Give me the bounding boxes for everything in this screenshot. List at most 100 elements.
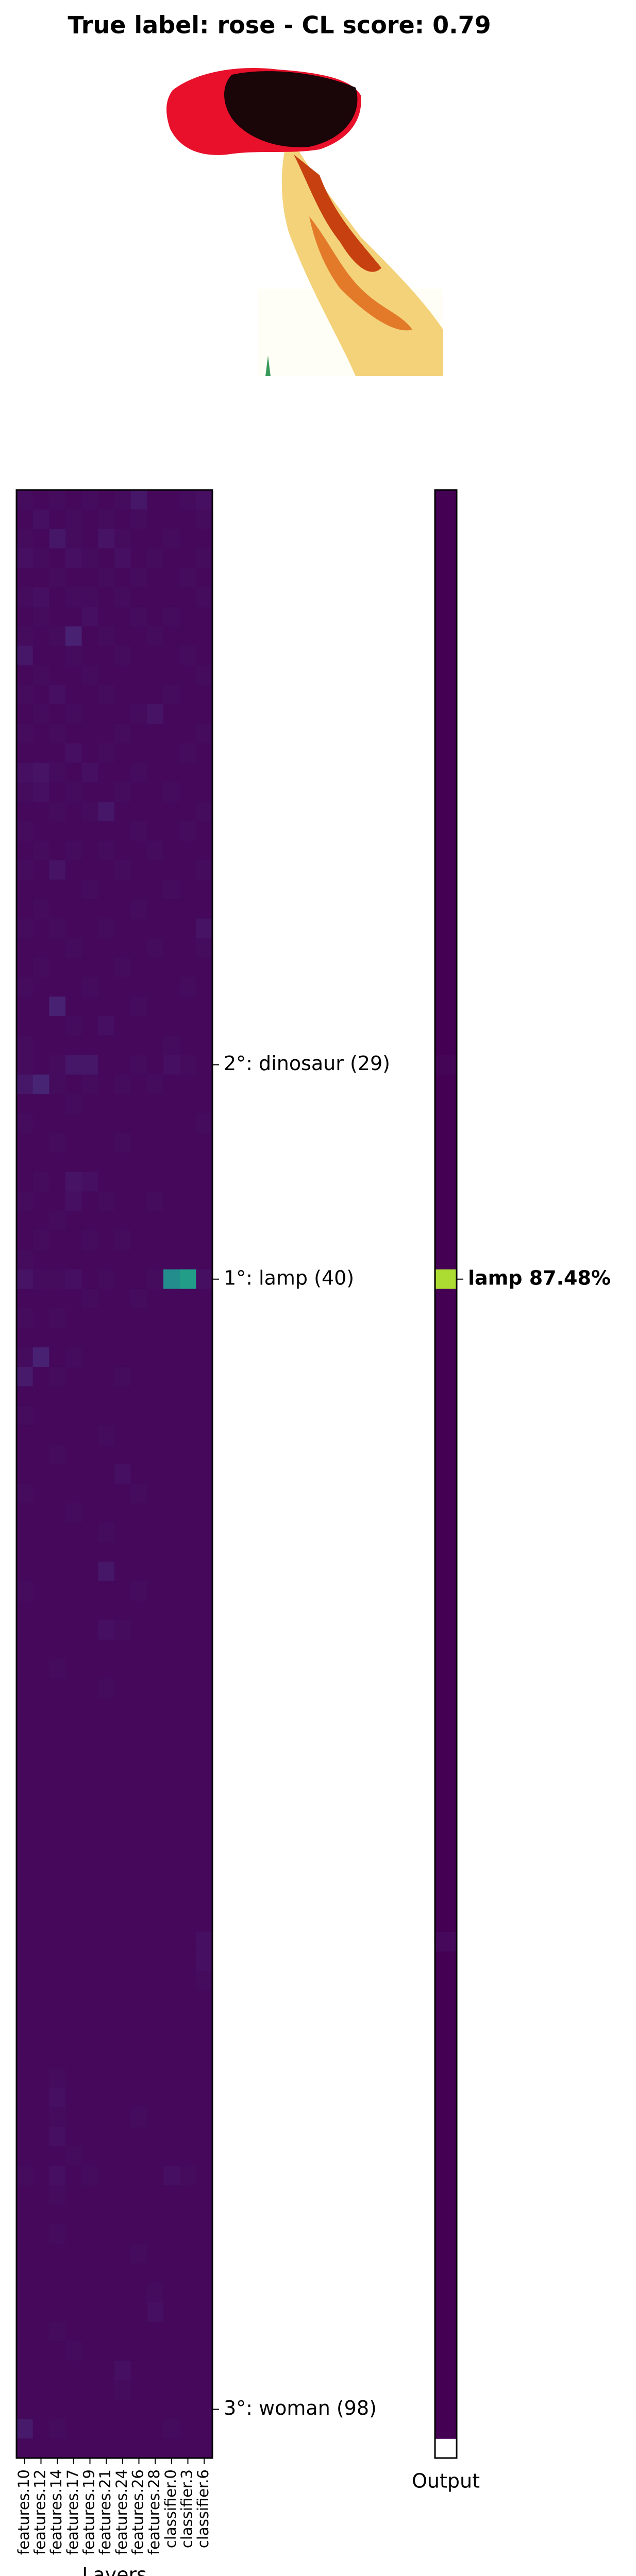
heatmap-cell [49, 2243, 66, 2264]
heatmap-cell [98, 1016, 115, 1036]
heatmap-cell [81, 2029, 98, 2049]
heatmap-cell [81, 685, 98, 705]
heatmap-cell [163, 1600, 180, 1621]
heatmap-cell [196, 568, 213, 588]
heatmap-cell [32, 860, 49, 880]
heatmap-cell [16, 1152, 34, 1173]
output-cell [435, 802, 457, 822]
heatmap-cell [196, 1074, 213, 1095]
heatmap-cell [147, 1815, 164, 1835]
heatmap-cell [32, 723, 49, 744]
heatmap-cell [49, 1834, 66, 1855]
heatmap-cell [81, 1717, 98, 1738]
output-cell [435, 919, 457, 939]
heatmap-cell [16, 1483, 34, 1504]
heatmap-cell [130, 1464, 147, 1484]
heatmap-cell [163, 2068, 180, 2088]
heatmap-cell [147, 1036, 164, 1056]
heatmap-cell [81, 2263, 98, 2283]
heatmap-cell [65, 957, 82, 978]
heatmap-cell [196, 1464, 213, 1484]
heatmap-cell [147, 1912, 164, 1933]
output-cell [435, 1269, 457, 1290]
heatmap-cell [147, 2341, 164, 2361]
heatmap-cell [16, 1717, 34, 1738]
heatmap-cell [98, 1931, 115, 1952]
heatmap-cell [179, 2224, 196, 2244]
heatmap-cell [65, 1620, 82, 1640]
heatmap-cell [130, 1659, 147, 1679]
heatmap-cell [179, 1834, 196, 1855]
heatmap-cell [147, 2282, 164, 2303]
heatmap-cell [49, 685, 66, 705]
heatmap-cell [32, 977, 49, 997]
heatmap-cell [147, 1016, 164, 1036]
heatmap-cell [98, 626, 115, 647]
input-image [166, 67, 443, 376]
heatmap-cell [32, 1230, 49, 1250]
heatmap-cell [81, 1776, 98, 1796]
heatmap-cell [130, 2205, 147, 2225]
heatmap-cell [65, 1990, 82, 2010]
heatmap-cell [130, 1230, 147, 1250]
heatmap-cell [65, 2321, 82, 2342]
heatmap-cell [65, 1873, 82, 1893]
heatmap-cell [32, 1425, 49, 1445]
heatmap-cell [196, 1620, 213, 1640]
heatmap-cell [179, 626, 196, 647]
heatmap-cell [196, 1036, 213, 1056]
heatmap-cell [179, 938, 196, 958]
heatmap-cell [114, 1230, 131, 1250]
heatmap-cell [81, 2438, 98, 2459]
x-tick-label: classifier.0 [162, 2469, 179, 2548]
heatmap-cell [81, 2321, 98, 2342]
output-cell [435, 1893, 457, 1913]
heatmap-cell [49, 2185, 66, 2205]
heatmap-cell [114, 919, 131, 939]
heatmap-cell [65, 665, 82, 685]
heatmap-cell [179, 996, 196, 1016]
output-cell [435, 1679, 457, 1699]
heatmap-cell [196, 1542, 213, 1562]
x-tick-label: features.19 [80, 2469, 98, 2555]
heatmap-cell [32, 1250, 49, 1270]
heatmap-cell [114, 2127, 131, 2147]
heatmap-cell [65, 1269, 82, 1290]
heatmap-cell [163, 1289, 180, 1309]
heatmap-cell [147, 1250, 164, 1270]
heatmap-cell [16, 1172, 34, 1192]
heatmap-cell [130, 1172, 147, 1192]
output-cell [435, 2107, 457, 2127]
heatmap-cell [147, 2321, 164, 2342]
output-cell [435, 1931, 457, 1952]
heatmap-cell [196, 704, 213, 724]
heatmap-cell [179, 802, 196, 822]
heatmap-cell [81, 840, 98, 861]
heatmap-cell [196, 1873, 213, 1893]
heatmap-cell [98, 1562, 115, 1582]
heatmap-cell [114, 2302, 131, 2322]
heatmap-cell [114, 2243, 131, 2264]
heatmap-cell [114, 2185, 131, 2205]
heatmap-cell [81, 2399, 98, 2419]
output-cell [435, 509, 457, 530]
heatmap-cell [196, 1445, 213, 1465]
heatmap-cell [130, 2360, 147, 2381]
heatmap-cell [163, 821, 180, 841]
heatmap-cell [147, 1366, 164, 1387]
heatmap-cell [32, 1795, 49, 1816]
heatmap-cell [81, 1172, 98, 1192]
heatmap-cell [98, 1269, 115, 1290]
heatmap-cell [147, 2360, 164, 2381]
heatmap-cell [81, 1036, 98, 1056]
heatmap-cell [196, 762, 213, 783]
heatmap-cell [98, 1152, 115, 1173]
heatmap-cell [196, 2282, 213, 2303]
output-cell [435, 957, 457, 978]
heatmap-cell [130, 782, 147, 802]
heatmap-cell [130, 2282, 147, 2303]
heatmap-cell [130, 840, 147, 861]
heatmap-cell [16, 977, 34, 997]
heatmap-cell [49, 529, 66, 549]
heatmap-cell [98, 587, 115, 607]
